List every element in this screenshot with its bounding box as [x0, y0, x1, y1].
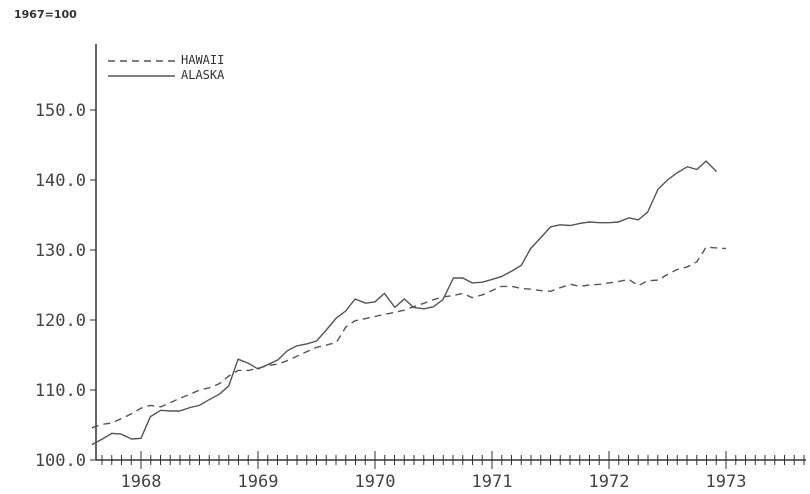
y-tick-label: 110.0	[35, 381, 86, 401]
legend: HAWAII ALASKA	[108, 53, 225, 82]
x-tick-label: 1970	[355, 472, 396, 492]
x-tick-label: 1971	[472, 472, 513, 492]
y-tick-label: 150.0	[35, 101, 86, 121]
y-tick-label: 120.0	[35, 311, 86, 331]
legend-label-hawaii: HAWAII	[181, 53, 224, 67]
series-line-alaska	[91, 160, 718, 446]
x-tick-label: 1973	[706, 472, 747, 492]
index-base-note: 1967=100	[14, 8, 77, 21]
series-layer	[91, 160, 727, 446]
y-axis-ticks: 100.0 110.0 120.0 130.0 140.0 150.0	[35, 101, 96, 471]
legend-label-alaska: ALASKA	[181, 68, 225, 82]
series-line-hawaii	[91, 246, 727, 429]
y-tick-label: 100.0	[35, 451, 86, 471]
y-tick-label: 130.0	[35, 241, 86, 261]
x-tick-label: 1969	[238, 472, 279, 492]
x-tick-label: 1972	[589, 472, 630, 492]
y-tick-label: 140.0	[35, 171, 86, 191]
x-axis-ticks: 1968 1969 1970 1971 1972 1973	[101, 451, 805, 492]
x-tick-label: 1968	[121, 472, 162, 492]
